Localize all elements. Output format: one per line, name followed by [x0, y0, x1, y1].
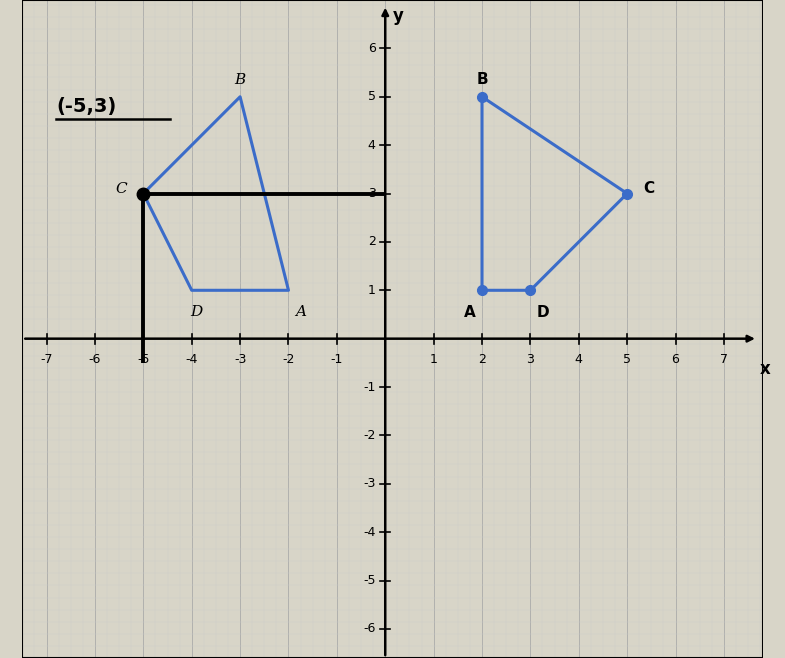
Text: A: A	[464, 305, 476, 320]
Text: x: x	[760, 361, 771, 378]
Text: 4: 4	[367, 139, 375, 151]
Text: -1: -1	[363, 380, 375, 393]
Text: 3: 3	[527, 353, 535, 367]
Text: -3: -3	[234, 353, 246, 367]
Text: -3: -3	[363, 477, 375, 490]
Text: B: B	[476, 72, 487, 88]
Text: A: A	[295, 305, 306, 319]
Text: -6: -6	[363, 622, 375, 636]
Text: 2: 2	[367, 236, 375, 249]
Text: -4: -4	[185, 353, 198, 367]
Text: 2: 2	[478, 353, 486, 367]
Text: 7: 7	[720, 353, 728, 367]
Text: D: D	[191, 305, 203, 319]
Text: -7: -7	[40, 353, 53, 367]
Text: 1: 1	[429, 353, 437, 367]
Text: 6: 6	[367, 42, 375, 55]
Text: (-5,3): (-5,3)	[57, 97, 116, 116]
Text: 1: 1	[367, 284, 375, 297]
Text: 3: 3	[367, 187, 375, 200]
Text: -5: -5	[363, 574, 375, 587]
Text: -2: -2	[363, 429, 375, 442]
Text: -2: -2	[283, 353, 294, 367]
Text: -6: -6	[89, 353, 101, 367]
Text: C: C	[644, 181, 655, 196]
Text: 4: 4	[575, 353, 582, 367]
Text: y: y	[392, 7, 403, 25]
Text: -5: -5	[137, 353, 150, 367]
Text: D: D	[536, 305, 549, 320]
Text: B: B	[235, 73, 246, 87]
Text: 5: 5	[367, 90, 375, 103]
Text: -1: -1	[330, 353, 343, 367]
Text: 6: 6	[672, 353, 680, 367]
Text: -4: -4	[363, 526, 375, 539]
Text: 5: 5	[623, 353, 631, 367]
Text: C: C	[115, 182, 127, 195]
